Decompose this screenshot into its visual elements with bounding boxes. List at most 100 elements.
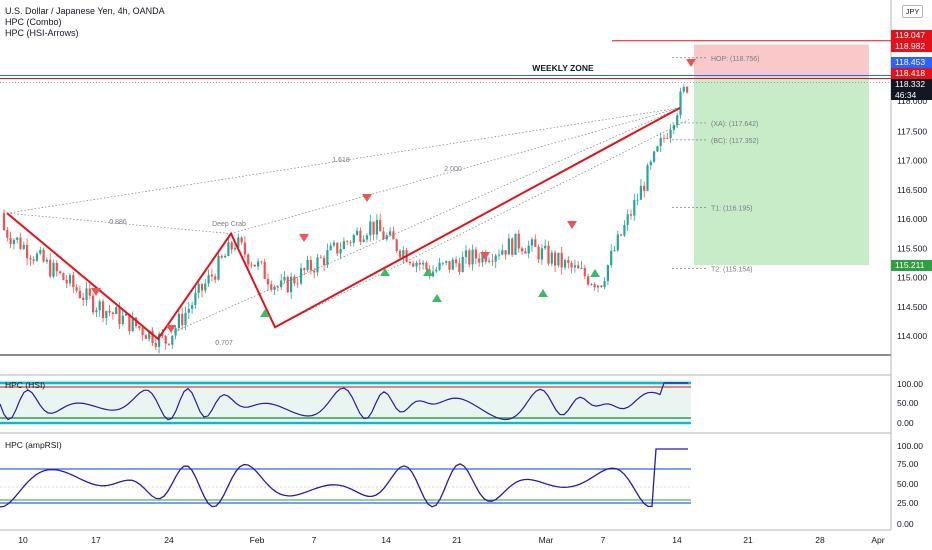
candle-body (527, 245, 530, 254)
candle-body (616, 234, 619, 251)
candle-body (458, 263, 461, 272)
buy-arrow-icon (380, 268, 390, 276)
last-price-tag: 118.332 46:34 (891, 79, 932, 100)
candle-body (398, 250, 402, 258)
price-tick: 117.500 (897, 126, 927, 136)
price-tick-118: 118.000 (897, 96, 927, 106)
candle-body (679, 91, 682, 116)
candle-body (217, 255, 220, 280)
candle-body (639, 185, 642, 200)
time-tick: Feb (250, 535, 265, 545)
candle-body (323, 257, 326, 266)
hsi-band (0, 380, 691, 420)
deep-crab-pattern (6, 106, 681, 341)
candle-body (521, 248, 524, 252)
candle-body (6, 230, 9, 238)
buy-zone (694, 77, 869, 266)
candle-body (164, 335, 167, 344)
candle-body (382, 231, 385, 240)
candle-body (573, 265, 576, 268)
candle-body (68, 275, 72, 284)
candle-body (448, 261, 451, 270)
candle-body (224, 255, 227, 258)
candle-body (306, 260, 309, 271)
price-tick: 116.000 (897, 214, 927, 224)
candle-body (283, 276, 286, 281)
candle-body (408, 261, 411, 264)
fib-dotted-line (274, 119, 690, 328)
hsi-line (0, 382, 688, 421)
candle-body (167, 343, 171, 345)
candle-body (369, 221, 372, 236)
candle-body (557, 252, 560, 266)
candle-body (42, 249, 45, 262)
candle-body (115, 307, 118, 315)
time-tick: 14 (672, 535, 682, 545)
currency-badge[interactable]: JPY (902, 5, 923, 18)
xa-label: (XA): (117.642) (711, 121, 758, 128)
candle-body (92, 295, 95, 313)
candle-body (85, 288, 88, 300)
candle-body (26, 244, 29, 259)
candle-body (233, 247, 237, 250)
candle-body (52, 262, 55, 277)
candle-body (125, 313, 128, 316)
candle-body (649, 161, 652, 166)
time-tick: 7 (312, 535, 317, 545)
candle-body (19, 237, 22, 249)
candle-body (474, 249, 477, 259)
sell-arrow-icon (686, 59, 696, 67)
countdown: 46:34 (895, 90, 917, 100)
candle-body (181, 313, 184, 326)
indicator-combo[interactable]: HPC (Combo) (5, 17, 62, 27)
time-tick: 17 (91, 535, 101, 545)
price-tick: 115.500 (897, 243, 927, 253)
sell-zone (694, 44, 869, 78)
ratio-0886: 0.886 (109, 219, 127, 226)
candle-body (359, 230, 362, 242)
candle-body (270, 284, 273, 290)
indicator-hsi-arrows[interactable]: HPC (HSI-Arrows) (5, 28, 79, 38)
candle-body (197, 283, 200, 293)
candle-body (583, 267, 586, 277)
candle-body (445, 261, 448, 263)
candle-body (329, 245, 332, 251)
candle-body (662, 137, 666, 139)
time-tick: 14 (381, 535, 391, 545)
candle-body (497, 254, 501, 256)
price-tick: 114.500 (897, 302, 927, 312)
t2-label: T2: (115.154) (711, 266, 753, 273)
candle-body (12, 239, 15, 244)
candle-body (204, 283, 207, 291)
candle-body (75, 287, 78, 291)
candle-body (653, 151, 656, 162)
time-tick: 7 (601, 535, 606, 545)
candle-body (596, 285, 600, 288)
candle-body (108, 311, 111, 313)
candle-body (243, 242, 246, 255)
candle-body (187, 308, 190, 313)
candle-body (263, 261, 266, 279)
candle-body (590, 284, 593, 286)
candle-body (349, 241, 352, 243)
candle-body (643, 185, 646, 191)
candle-body (339, 249, 342, 254)
candle-body (65, 279, 68, 284)
candle-body (402, 250, 405, 258)
ratio-0707: 0.707 (215, 340, 233, 347)
buy-arrow-icon (423, 268, 433, 276)
candle-body (309, 260, 312, 271)
candle-body (530, 239, 534, 246)
candle-body (682, 86, 685, 92)
candle-body (514, 233, 517, 255)
time-tick: 28 (815, 535, 825, 545)
candle-body (111, 312, 114, 315)
candle-body (121, 315, 124, 325)
symbol-title: U.S. Dollar / Japanese Yen, 4h, OANDA (5, 6, 165, 16)
candle-body (415, 262, 418, 267)
candle-body (471, 249, 474, 265)
candle-body (174, 328, 177, 336)
candle-body (171, 335, 174, 345)
candle-body (336, 242, 339, 254)
